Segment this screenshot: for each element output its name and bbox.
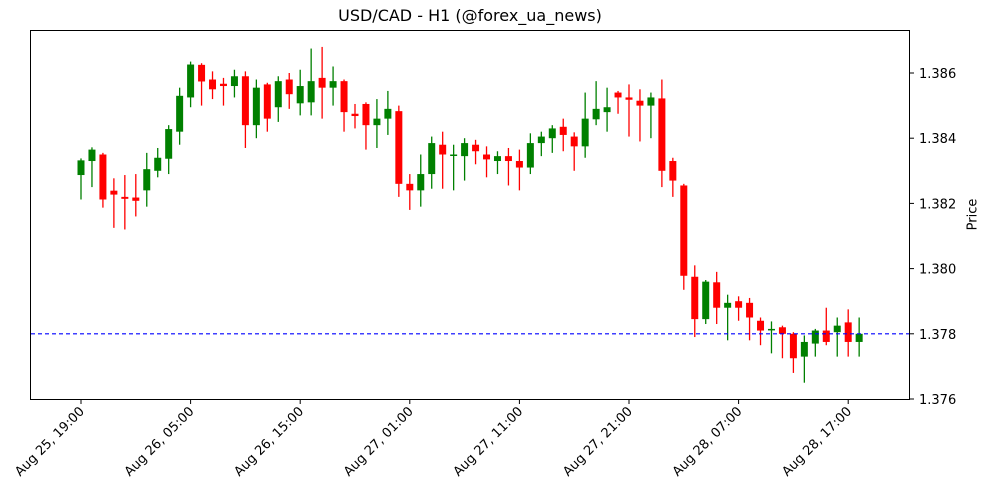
candle-body-up [88,149,96,162]
candle-body-down [99,154,107,200]
candle-body-down [241,76,249,126]
candle-body-down [735,301,743,308]
candle-body-down [483,154,491,160]
candle-body-up [329,81,337,88]
candle-body-down [209,79,217,90]
candle-body-up [603,107,611,113]
candle-body-up [143,169,151,191]
candle-body-down [219,83,227,87]
x-tick-label: Aug 26, 05:00 [122,404,198,480]
candle-body-up [548,128,556,139]
candle-body-down [472,144,480,152]
candle-body-up [450,154,458,156]
candle-body-up [176,95,184,132]
candle-body-down [625,97,633,100]
y-tick-label: 1.382 [919,197,956,212]
candle-body-down [636,100,644,106]
candle-body-down [757,320,765,331]
candle-body-up [165,129,173,159]
candle-body-down [746,302,754,318]
candle-body-down [395,111,403,184]
candle-body-up [296,86,304,104]
candle-body-up [724,302,732,308]
candle-body-up [647,97,655,106]
chart-title: USD/CAD - H1 (@forex_ua_news) [338,6,602,25]
candle-body-down [559,126,567,135]
x-tick-label: Aug 27, 11:00 [451,404,527,480]
y-axis-label: Price [965,198,981,231]
x-tick-label: Aug 27, 01:00 [341,404,417,480]
candle-body-down [570,136,578,147]
candle-body-up [428,143,436,175]
candle-body-down [680,185,688,276]
candle-body-down [263,84,271,119]
candle-body-up [767,328,775,331]
candle-body-up [811,330,819,344]
candle-body-up [252,87,260,126]
candle-body-down [121,196,129,199]
candle-body-up [307,81,315,103]
x-tick-label: Aug 27, 21:00 [560,404,636,480]
candle-body-up [461,143,469,157]
y-tick-label: 1.384 [919,132,956,147]
candle-body-up [373,118,381,126]
candle-body-up [537,136,545,144]
candle-body-up [274,81,282,108]
candle-body-down [318,77,326,88]
candle-body-up [154,157,162,171]
candle-body-down [822,330,830,342]
candle-body-down [515,161,523,168]
x-tick-label: Aug 26, 15:00 [232,404,308,480]
candle-body-up [702,281,710,320]
candle-body-down [713,282,721,308]
candle-body-down [351,113,359,117]
candle-body-up [417,174,425,191]
candle-body-down [669,161,677,181]
candle-body-down [285,79,293,95]
candle-body-up [493,156,501,162]
x-tick-label: Aug 28, 07:00 [670,404,746,480]
candle-body-down [691,276,699,320]
candle-body-up [855,333,863,342]
candle-body-up [833,325,841,333]
candle-body-down [614,92,622,98]
x-tick-label: Aug 25, 19:00 [12,404,88,480]
candle-body-down [362,103,370,126]
candle-body-down [789,333,797,359]
candle-body-up [800,341,808,357]
candle-body-up [581,118,589,147]
y-tick-label: 1.386 [919,67,956,82]
candle-body-down [778,327,786,334]
y-tick-label: 1.376 [919,393,956,408]
candle-body-up [230,76,238,87]
x-axis: Aug 25, 19:00 Aug 26, 05:00 Aug 26, 15:00 A… [12,400,855,480]
candle-body-up [526,143,534,168]
candle-body-up [592,108,600,120]
y-tick-label: 1.378 [919,328,956,343]
candle-body-up [384,108,392,119]
candle-body-up [187,64,195,98]
candle-body-down [340,81,348,113]
x-tick-label: Aug 28, 17:00 [780,404,856,480]
candle-body-down [504,156,512,162]
candle-body-down [132,197,140,201]
candle-body-up [77,160,85,176]
y-tick-label: 1.380 [919,263,956,278]
candle-body-down [844,322,852,342]
candle-body-down [198,64,206,82]
candle-body-down [658,98,666,171]
candle-body-down [110,190,118,195]
candles-layer [77,46,863,383]
y-axis: 1.376 1.378 1.380 1.382 1.384 1.386 [910,67,956,408]
candle-body-down [439,144,447,155]
plot-frame [30,30,910,400]
candle-body-down [406,183,414,191]
